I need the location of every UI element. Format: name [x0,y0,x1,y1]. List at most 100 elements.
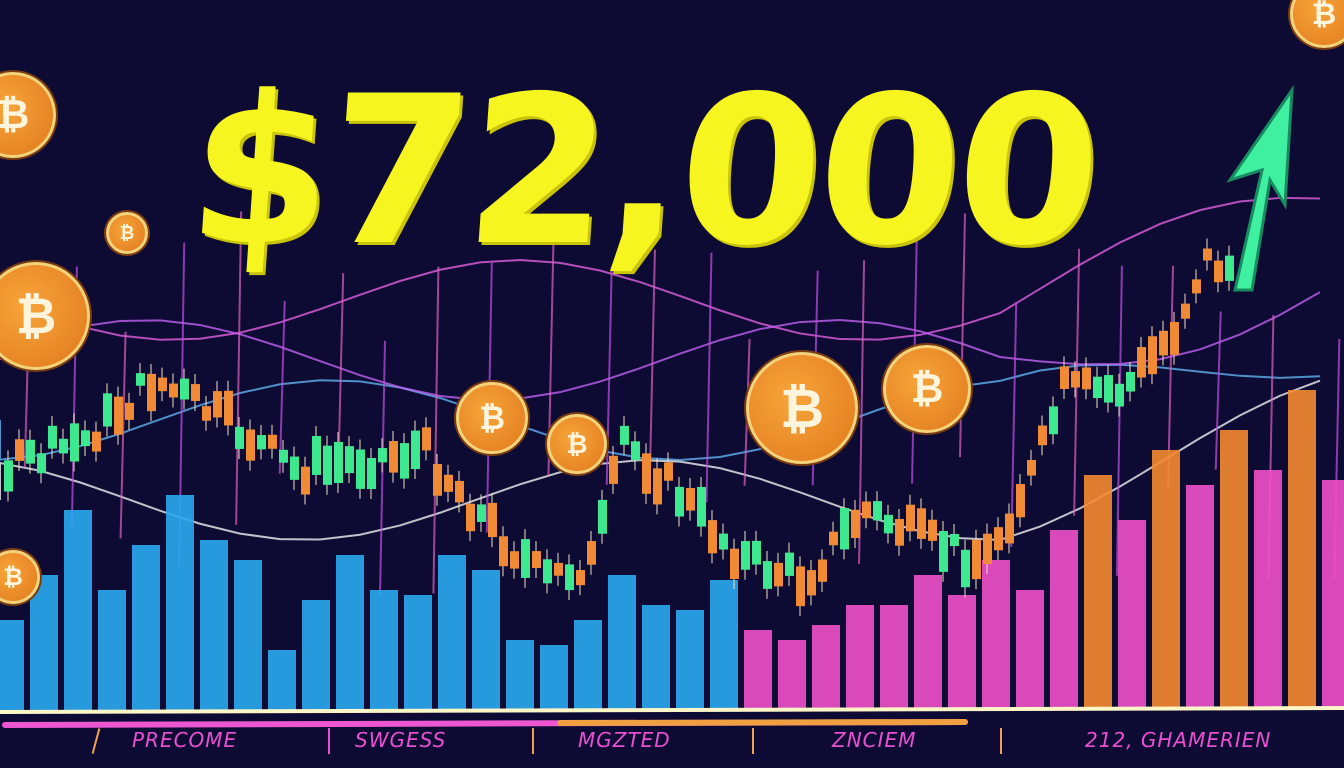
candle-body [202,406,211,421]
volume-bar [1016,590,1044,710]
bitcoin-coin-icon: ₿ [456,382,528,454]
volume-bar [64,510,92,710]
candle-body [400,443,409,479]
candle-body [279,449,288,463]
candle-body [807,570,816,596]
candle-body [334,441,343,483]
price-headline: $72,000 [181,53,1105,291]
candle-body [939,531,948,572]
candle-body [1104,375,1113,403]
candle-body [1093,376,1102,399]
candle-body [1214,260,1223,283]
spike-line [278,300,286,474]
candle-body [48,425,57,449]
candle-body [510,551,519,569]
candle-body [301,466,310,495]
volume-bar [914,575,942,710]
volume-bar [1220,430,1248,710]
bitcoin-coin-icon: ₿ [106,212,148,254]
bitcoin-symbol: ₿ [478,399,506,437]
candle-body [587,541,596,565]
candle-body [895,518,904,546]
tick-mark [91,728,101,754]
candle-body [1181,303,1190,319]
candle-body [466,503,475,532]
bitcoin-symbol: ₿ [15,287,57,345]
candle-body [114,396,123,435]
candle-body [730,548,739,579]
candle-body [620,425,629,445]
volume-bar [1288,390,1316,710]
up-arrow-icon [1226,84,1294,292]
spike-line [705,252,713,503]
candle-body [268,434,277,449]
candle-body [81,430,90,447]
candle-body [884,514,893,534]
candle-body [378,448,387,463]
volume-bar [982,560,1010,710]
candle-body [15,439,24,461]
spike-line [119,331,127,539]
candle-body [675,486,684,517]
candle-body [642,453,651,494]
bitcoin-symbol: ₿ [566,429,588,460]
candle-body [1148,336,1157,375]
candle-body [972,539,981,580]
candle-body [1137,347,1146,378]
spike-line [1214,311,1222,470]
candle-body [488,502,497,538]
candle-body [752,540,761,565]
candle-body [70,423,79,462]
candle-body [180,378,189,400]
volume-bar [676,610,704,710]
volume-bar [1254,470,1282,710]
volume-bar [1322,480,1344,710]
candle-body [169,383,178,398]
volume-bar [1152,450,1180,710]
volume-bar [948,595,976,710]
volume-bar [812,625,840,710]
bitcoin-coin-icon: ₿ [1290,0,1344,48]
tick-mark [1000,728,1002,754]
spike-line [605,266,613,485]
volume-bar [438,555,466,710]
candle-body [983,533,992,565]
candle-body [59,438,68,454]
candle-body [862,501,871,519]
axis-label: MGZTED [578,728,671,752]
candle-body [1071,371,1080,388]
candle-body [411,430,420,470]
candlesticks [4,238,1234,617]
bitcoin-coin-icon: ₿ [0,262,90,370]
candle-body [774,562,783,587]
candle-body [356,449,365,489]
candle-body [444,474,453,492]
candle-body [367,458,376,490]
axis-labels: PRECOME SWGESS MGZTED ZNCIEM 212, GHAMER… [0,728,1344,762]
candle-body [653,468,662,505]
candle-body [576,570,585,586]
spike-line [648,249,656,474]
candle-body [950,533,959,547]
candle-body [26,439,35,464]
tick-mark [328,728,330,754]
spike-line [379,340,387,596]
candle-body [1159,330,1168,356]
candle-body [147,373,156,412]
bitcoin-coin-icon: ₿ [883,345,971,433]
baseline [0,706,1344,714]
candle-body [4,460,13,492]
volume-bar [200,540,228,710]
candle-body [257,435,266,450]
candle-body [598,499,607,534]
candle-body [796,566,805,607]
candle-body [125,402,134,420]
bitcoin-symbol: ₿ [779,376,824,440]
candle-body [92,431,101,452]
volume-bar [30,575,58,710]
bitcoin-coin-icon: ₿ [746,352,858,464]
volume-bar [880,605,908,710]
tick-mark [752,728,754,754]
candle-body [345,446,354,474]
volume-bar [132,545,160,710]
